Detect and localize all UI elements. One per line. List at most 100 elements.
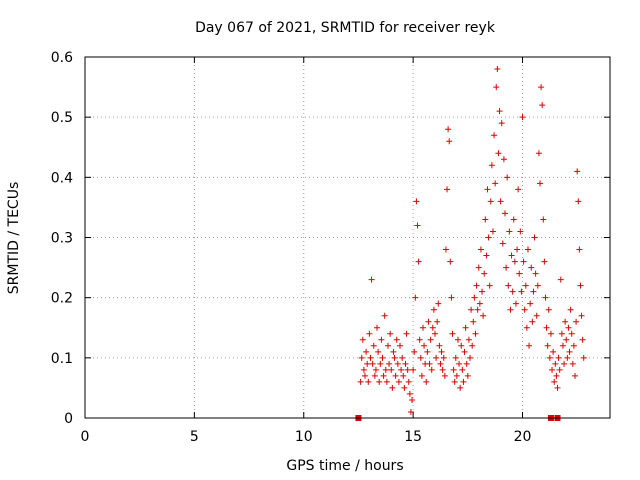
data-point	[453, 372, 460, 379]
data-point	[425, 318, 432, 325]
data-point	[477, 246, 484, 253]
data-point	[430, 306, 437, 313]
data-point	[450, 366, 457, 373]
data-point	[446, 138, 453, 145]
data-point	[511, 258, 518, 265]
data-point	[448, 294, 455, 301]
data-point	[395, 378, 402, 385]
data-point	[424, 348, 431, 355]
data-point	[411, 348, 418, 355]
data-point	[561, 360, 568, 367]
data-point	[562, 318, 569, 325]
data-point	[512, 300, 519, 307]
data-point	[372, 366, 379, 373]
data-point	[559, 342, 566, 349]
data-point	[394, 360, 401, 367]
data-point	[369, 360, 376, 367]
data-point	[404, 366, 411, 373]
data-point	[389, 384, 396, 391]
data-point	[565, 324, 572, 331]
data-point	[523, 324, 530, 331]
data-point	[370, 342, 377, 349]
data-point	[545, 306, 552, 313]
y-tick-label: 0	[64, 411, 73, 427]
data-point	[492, 180, 499, 187]
data-point	[551, 378, 558, 385]
data-point	[357, 378, 364, 385]
data-point	[557, 276, 564, 283]
y-tick-label: 0.5	[51, 110, 73, 126]
data-point	[538, 84, 545, 91]
data-point	[436, 342, 443, 349]
data-point	[543, 324, 550, 331]
grid	[85, 57, 610, 418]
data-point	[423, 378, 430, 385]
data-point	[393, 336, 400, 343]
data-point	[496, 108, 503, 115]
data-point	[519, 114, 526, 121]
data-point	[358, 354, 365, 361]
data-point	[449, 330, 456, 337]
data-point	[367, 354, 374, 361]
y-axis-label: SRMTID / TECUs	[6, 182, 22, 295]
data-point	[414, 222, 421, 229]
data-point	[518, 288, 525, 295]
data-point	[433, 354, 440, 361]
data-point	[458, 342, 465, 349]
data-point	[520, 258, 527, 265]
x-tick-label: 0	[81, 429, 90, 445]
data-point	[366, 330, 373, 337]
data-point	[546, 354, 553, 361]
data-point	[461, 348, 468, 355]
data-point	[407, 408, 414, 415]
y-tick-label: 0.2	[51, 291, 73, 307]
data-point	[376, 378, 383, 385]
data-point	[459, 366, 466, 373]
data-point	[535, 150, 542, 157]
data-point	[368, 276, 375, 283]
data-point	[500, 156, 507, 163]
data-point	[432, 330, 438, 337]
data-point	[382, 366, 389, 373]
data-point	[489, 228, 496, 235]
data-point	[426, 360, 433, 367]
data-point	[578, 312, 585, 319]
data-point	[399, 354, 406, 361]
data-point	[521, 306, 528, 313]
data-point	[544, 342, 551, 349]
data-point	[554, 384, 561, 391]
data-point	[416, 336, 423, 343]
data-point	[576, 246, 583, 253]
data-point	[568, 330, 575, 337]
data-point	[522, 282, 529, 289]
data-point	[397, 342, 403, 349]
data-point	[573, 318, 580, 325]
data-point	[415, 258, 422, 265]
data-point	[402, 360, 409, 367]
data-point	[439, 366, 446, 373]
data-point	[537, 180, 543, 187]
data-point	[495, 150, 502, 157]
data-point	[442, 246, 449, 253]
data-point	[428, 366, 435, 373]
data-point	[494, 66, 501, 73]
chart-title: Day 067 of 2021, SRMTID for receiver rey…	[195, 20, 496, 36]
data-point	[421, 342, 428, 349]
data-point	[487, 198, 494, 205]
data-point	[469, 342, 476, 349]
data-point	[491, 132, 498, 139]
data-point	[555, 354, 562, 361]
data-point	[374, 324, 381, 331]
data-point	[516, 270, 523, 277]
data-point	[451, 378, 458, 385]
data-point	[570, 342, 577, 349]
data-point	[552, 360, 559, 367]
data-point	[577, 282, 584, 289]
y-tick-label: 0.4	[51, 170, 73, 186]
data-point	[457, 384, 464, 391]
data-point	[550, 348, 557, 355]
data-point	[488, 162, 495, 169]
data-point	[468, 306, 475, 313]
data-point	[580, 354, 587, 361]
data-point	[359, 336, 366, 343]
